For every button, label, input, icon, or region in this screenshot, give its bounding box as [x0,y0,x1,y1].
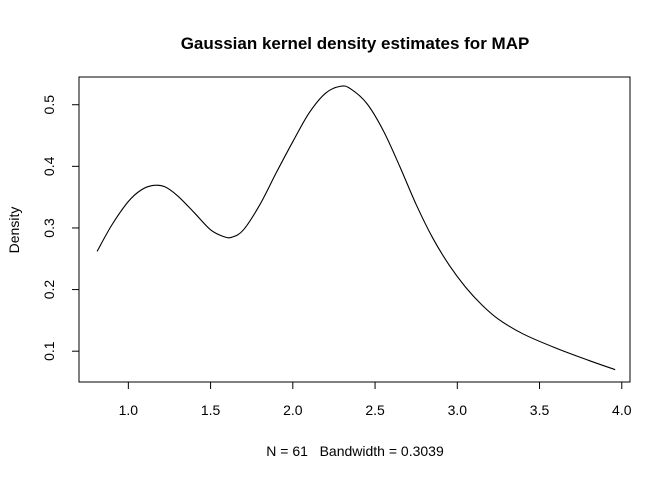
y-tick-label: 0.3 [41,218,57,238]
x-tick-label: 3.0 [448,402,468,418]
x-tick-label: 2.5 [365,402,385,418]
y-axis: 0.1 0.2 0.3 0.4 0.5 [41,95,80,361]
plot-frame [78,76,631,383]
y-tick-label: 0.5 [41,95,57,115]
x-tick-label: 2.0 [283,402,303,418]
x-tick-label: 1.5 [201,402,221,418]
x-axis: 1.0 1.5 2.0 2.5 3.0 3.5 4.0 [119,381,632,418]
y-tick-label: 0.4 [41,156,57,176]
x-tick-label: 4.0 [612,402,632,418]
chart-title: Gaussian kernel density estimates for MA… [181,34,530,53]
x-tick-label: 3.5 [530,402,550,418]
y-tick-label: 0.2 [41,280,57,300]
density-curve [96,85,616,371]
y-tick-label: 0.1 [41,341,57,361]
x-tick-label: 1.0 [119,402,139,418]
y-axis-label: Density [6,207,22,254]
series-layer [96,85,616,371]
x-axis-label: N = 61 Bandwidth = 0.3039 [266,443,444,459]
